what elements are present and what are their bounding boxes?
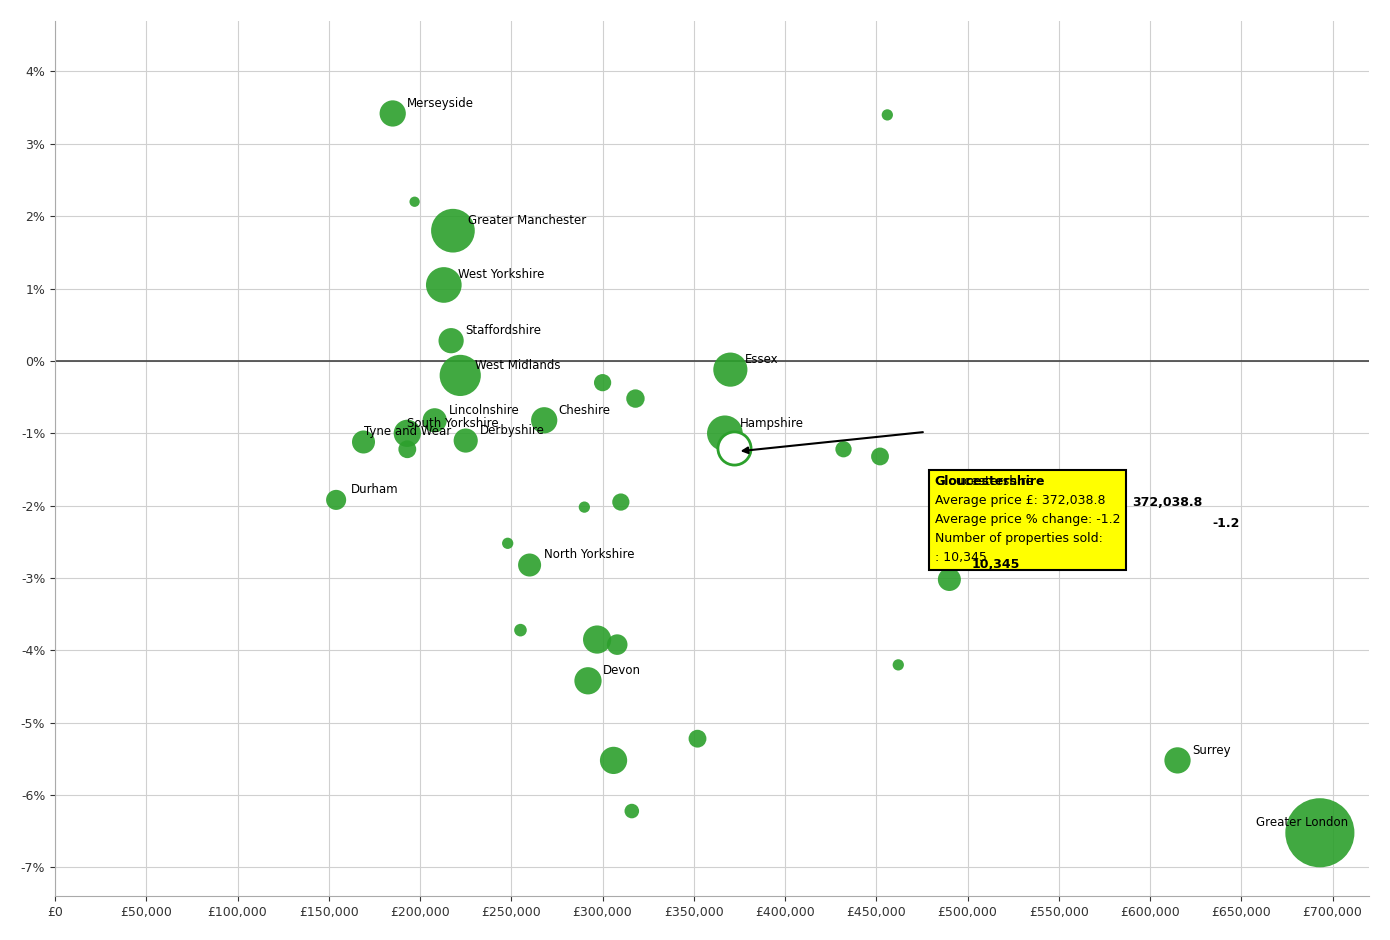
Point (518, 557, 541, 572)
Text: 372,038.8: 372,038.8 (1131, 496, 1202, 509)
Point (621, 804, 644, 819)
Text: 10,345: 10,345 (972, 557, 1020, 571)
Point (573, 499, 595, 514)
Point (1016, 485, 1038, 500)
Text: Merseyside: Merseyside (407, 97, 474, 110)
Point (1166, 753, 1188, 768)
Point (496, 536, 518, 551)
Text: Greater London: Greater London (1257, 816, 1348, 829)
Text: Durham: Durham (350, 483, 399, 496)
Point (687, 731, 709, 746)
Point (713, 426, 735, 441)
Point (587, 632, 609, 647)
Point (719, 362, 741, 377)
Point (577, 673, 599, 688)
Text: Derbyshire: Derbyshire (481, 424, 545, 437)
Point (325, 493, 348, 508)
Point (441, 333, 463, 348)
Text: South Yorkshire: South Yorkshire (407, 416, 499, 430)
Point (869, 449, 891, 464)
Point (396, 426, 418, 441)
Point (723, 440, 745, 455)
Point (610, 494, 632, 509)
Point (624, 391, 646, 406)
Point (592, 375, 614, 390)
Point (602, 753, 624, 768)
Text: Hertfordshire: Hertfordshire (1042, 476, 1120, 489)
Text: Hampshire: Hampshire (739, 416, 803, 430)
Point (1309, 825, 1332, 840)
Point (979, 507, 1001, 522)
Text: North Yorkshire: North Yorkshire (545, 548, 635, 561)
Point (606, 637, 628, 652)
Point (534, 413, 556, 428)
Text: Essex: Essex (745, 353, 778, 366)
Point (403, 195, 425, 210)
Text: -1.2: -1.2 (1212, 517, 1240, 529)
Text: West Yorkshire: West Yorkshire (459, 268, 545, 281)
Text: Surrey: Surrey (1193, 744, 1230, 757)
Point (449, 368, 471, 383)
Point (424, 413, 446, 428)
Point (938, 572, 960, 587)
Point (455, 433, 477, 448)
Text: Lincolnshire: Lincolnshire (449, 403, 520, 416)
Text: Staffordshire: Staffordshire (466, 324, 542, 337)
Point (396, 442, 418, 457)
Point (382, 106, 404, 121)
Text: Gloucestershire
Average price £: 372,038.8
Average price % change: -1.2
Number o: Gloucestershire Average price £: 372,038… (934, 476, 1120, 564)
Text: Cheshire: Cheshire (559, 403, 610, 416)
Point (833, 442, 855, 457)
Text: West Midlands: West Midlands (475, 359, 560, 372)
Point (442, 223, 464, 238)
Point (509, 622, 531, 637)
Text: Greater Manchester: Greater Manchester (467, 214, 585, 227)
Point (876, 107, 898, 122)
Point (432, 277, 455, 292)
Text: Devon: Devon (603, 665, 641, 677)
Point (887, 657, 909, 672)
Text: Tyne and Wear: Tyne and Wear (364, 426, 450, 438)
Text: Gloucestershire: Gloucestershire (934, 476, 1045, 488)
Point (353, 434, 375, 449)
